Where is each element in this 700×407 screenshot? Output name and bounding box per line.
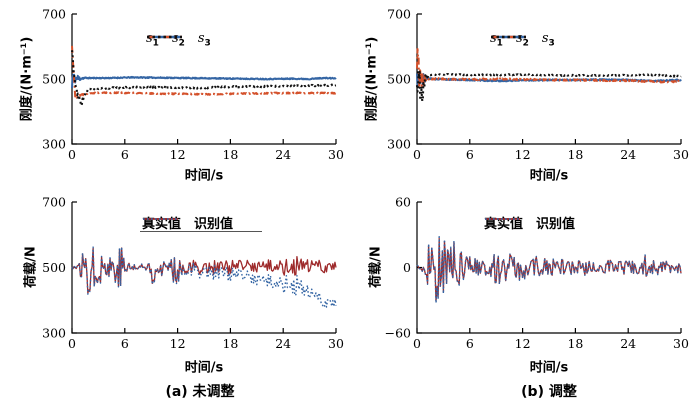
legend-label: 真实值	[142, 216, 182, 232]
legend-label: s2	[171, 31, 185, 49]
svg-text:18: 18	[222, 336, 238, 351]
svg-text:6: 6	[121, 147, 129, 162]
svg-text:700: 700	[42, 195, 66, 210]
svg-text:700: 700	[42, 7, 66, 22]
svg-text:12: 12	[515, 336, 531, 351]
legend-label: s3	[197, 31, 211, 49]
series-s3	[415, 70, 682, 103]
legend-label: 真实值	[484, 216, 524, 232]
legend-item: 识别值	[143, 213, 234, 232]
legend-label: 识别值	[536, 216, 576, 232]
svg-text:0: 0	[413, 147, 421, 162]
svg-text:24: 24	[275, 336, 291, 351]
svg-text:60: 60	[395, 195, 411, 210]
caption-b: (b) 调整	[521, 384, 577, 400]
caption-a: (a) 未调整	[165, 384, 235, 400]
x-axis-label-stiffness-b: 时间/s	[529, 168, 569, 184]
svg-text:24: 24	[620, 336, 636, 351]
svg-text:0: 0	[413, 336, 421, 351]
svg-text:0: 0	[403, 260, 411, 275]
legend-line-sample	[147, 35, 182, 39]
svg-text:500: 500	[42, 72, 66, 87]
legend-stiffness-a: s1 s2 s3	[146, 31, 211, 49]
x-axis-label-stiffness-a: 时间/s	[184, 168, 224, 184]
svg-text:300: 300	[42, 137, 66, 152]
series-true-load	[416, 237, 682, 302]
legend-line-sample	[491, 35, 526, 39]
svg-text:−60: −60	[385, 326, 411, 341]
legend-load-b: 真实值 识别值	[484, 213, 576, 232]
svg-text:0: 0	[68, 147, 76, 162]
y-axis-label-load-b: 荷载/N	[368, 246, 384, 288]
svg-text:12: 12	[170, 147, 186, 162]
y-axis-label-load-a: 荷载/N	[23, 246, 39, 288]
series-identified-load	[71, 246, 337, 308]
x-axis-label-load-b: 时间/s	[529, 360, 569, 376]
svg-text:300: 300	[42, 326, 66, 341]
svg-text:300: 300	[387, 137, 411, 152]
series-s3	[70, 50, 337, 107]
legend-load-a: 真实值 识别值	[142, 213, 234, 232]
legend-item: 识别值	[485, 213, 576, 232]
legend-label: s3	[541, 31, 555, 49]
svg-text:6: 6	[466, 336, 474, 351]
series-s2	[416, 48, 682, 89]
svg-text:18: 18	[567, 147, 583, 162]
legend-stiffness-b: s1 s2 s3	[490, 31, 555, 49]
series-s1	[71, 73, 337, 89]
svg-text:30: 30	[328, 147, 344, 162]
x-axis-label-load-a: 时间/s	[184, 360, 224, 376]
legend-label: s2	[515, 31, 529, 49]
legend-label: s1	[490, 31, 503, 49]
svg-text:0: 0	[68, 336, 76, 351]
svg-text:24: 24	[620, 147, 636, 162]
svg-text:500: 500	[42, 260, 66, 275]
svg-text:12: 12	[170, 336, 186, 351]
svg-text:12: 12	[515, 147, 531, 162]
svg-text:30: 30	[328, 336, 344, 351]
svg-text:500: 500	[387, 72, 411, 87]
series-true-load	[71, 247, 337, 294]
svg-text:18: 18	[567, 336, 583, 351]
svg-text:6: 6	[121, 336, 129, 351]
y-axis-label-stiffness-a: 刚度/(N·m⁻¹)	[19, 36, 35, 122]
legend-line-sample	[485, 218, 520, 220]
y-axis-label-stiffness-b: 刚度/(N·m⁻¹)	[364, 36, 380, 122]
legend-line-sample	[143, 218, 178, 220]
legend-underline	[140, 231, 262, 232]
legend-label: 识别值	[194, 216, 234, 232]
svg-text:30: 30	[673, 336, 689, 351]
svg-text:18: 18	[222, 147, 238, 162]
series-s2	[71, 45, 337, 99]
legend-item: s3	[491, 31, 555, 49]
svg-text:700: 700	[387, 7, 411, 22]
legend-item: s3	[147, 31, 211, 49]
series-identified-load	[416, 236, 682, 304]
svg-text:6: 6	[466, 147, 474, 162]
svg-text:30: 30	[673, 147, 689, 162]
legend-label: s1	[146, 31, 159, 49]
svg-text:24: 24	[275, 147, 291, 162]
